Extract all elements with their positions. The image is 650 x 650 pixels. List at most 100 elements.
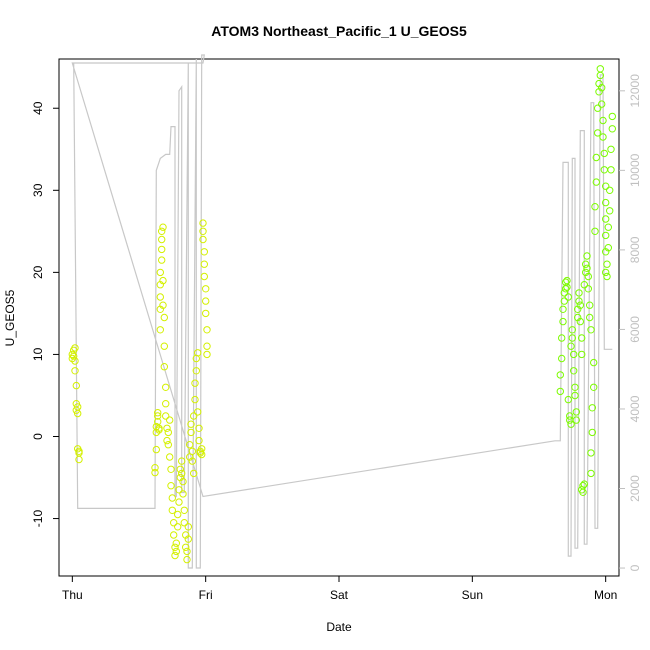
- y-tick-label: 0: [31, 433, 45, 440]
- data-point: [180, 506, 189, 514]
- data-point: [168, 494, 177, 502]
- data-point: [151, 468, 159, 477]
- data-point: [607, 145, 615, 154]
- data-point: [187, 428, 195, 437]
- data-point: [166, 453, 174, 461]
- data-point: [559, 317, 567, 326]
- data-point: [588, 428, 596, 437]
- data-point: [199, 235, 207, 244]
- data-point: [603, 260, 611, 268]
- data-point: [579, 482, 587, 490]
- data-point: [72, 406, 81, 414]
- data-point: [203, 342, 211, 350]
- data-point: [600, 149, 608, 158]
- data-point: [176, 465, 185, 473]
- data-point: [584, 285, 592, 293]
- data-point: [70, 352, 78, 360]
- data-point: [163, 424, 171, 432]
- data-point: [184, 535, 193, 543]
- data-point: [164, 441, 173, 449]
- data-point: [570, 350, 578, 359]
- data-point: [587, 326, 595, 334]
- data-point: [188, 457, 197, 465]
- data-point: [170, 531, 178, 539]
- data-point: [556, 371, 564, 379]
- data-point: [560, 289, 568, 297]
- y-tick-label: 20: [31, 265, 45, 279]
- data-point: [603, 272, 611, 281]
- data-point: [182, 543, 190, 551]
- data-point: [558, 334, 566, 342]
- data-point: [606, 207, 614, 215]
- data-point: [604, 223, 612, 231]
- data-point: [199, 227, 207, 236]
- y-right-tick-label: 0: [628, 564, 642, 571]
- data-point: [156, 268, 165, 277]
- data-point: [588, 404, 596, 412]
- data-point: [158, 235, 166, 244]
- data-point: [183, 547, 191, 556]
- x-tick-label: Sat: [330, 588, 349, 602]
- data-point: [166, 416, 174, 424]
- data-point: [594, 129, 602, 137]
- data-point: [178, 469, 186, 478]
- data-point: [184, 523, 193, 531]
- data-point: [151, 464, 159, 472]
- data-point: [571, 383, 579, 391]
- data-point: [200, 260, 209, 268]
- data-point: [568, 334, 576, 342]
- data-point: [608, 125, 616, 133]
- data-point: [156, 293, 165, 301]
- data-point: [71, 367, 79, 375]
- data-point: [195, 424, 203, 432]
- data-point: [167, 465, 175, 473]
- data-point: [68, 350, 77, 359]
- data-point: [586, 313, 594, 322]
- data-point: [559, 305, 567, 313]
- data-point: [162, 400, 170, 408]
- data-point: [188, 447, 197, 455]
- data-point: [558, 354, 566, 363]
- data-point: [599, 116, 607, 125]
- data-point: [587, 449, 595, 457]
- data-point: [198, 450, 206, 459]
- y-tick-label: -10: [31, 510, 45, 528]
- data-point: [179, 477, 187, 486]
- data-point: [586, 301, 594, 309]
- data-point: [174, 523, 182, 531]
- data-point: [203, 326, 211, 334]
- data-point: [154, 409, 162, 417]
- data-point: [590, 358, 598, 367]
- data-point: [602, 182, 610, 190]
- data-point: [172, 547, 181, 556]
- data-point: [182, 531, 190, 539]
- data-point: [568, 326, 576, 334]
- data-point: [191, 395, 199, 404]
- data-point: [606, 186, 614, 195]
- y-tick-label: 30: [31, 183, 45, 197]
- data-point: [162, 412, 170, 420]
- data-point: [71, 357, 79, 365]
- data-point: [167, 482, 175, 490]
- data-point: [152, 445, 161, 454]
- data-point: [200, 272, 209, 281]
- y-axis-left: -10 0 10 20 30 40: [31, 101, 59, 527]
- data-point: [575, 297, 583, 305]
- data-point: [592, 153, 600, 162]
- data-point: [599, 133, 607, 141]
- chart-title: ATOM3 Northeast_Pacific_1 U_GEOS5: [211, 23, 467, 39]
- data-point: [598, 84, 606, 92]
- data-point: [171, 551, 179, 560]
- data-point: [602, 215, 610, 223]
- data-point: [556, 387, 564, 396]
- data-point: [594, 104, 602, 112]
- data-point: [159, 276, 167, 285]
- x-tick-label: Mon: [594, 588, 617, 602]
- data-point: [180, 519, 189, 527]
- data-point: [158, 245, 166, 254]
- data-point: [576, 301, 584, 309]
- data-point: [563, 283, 571, 291]
- data-point: [574, 313, 582, 322]
